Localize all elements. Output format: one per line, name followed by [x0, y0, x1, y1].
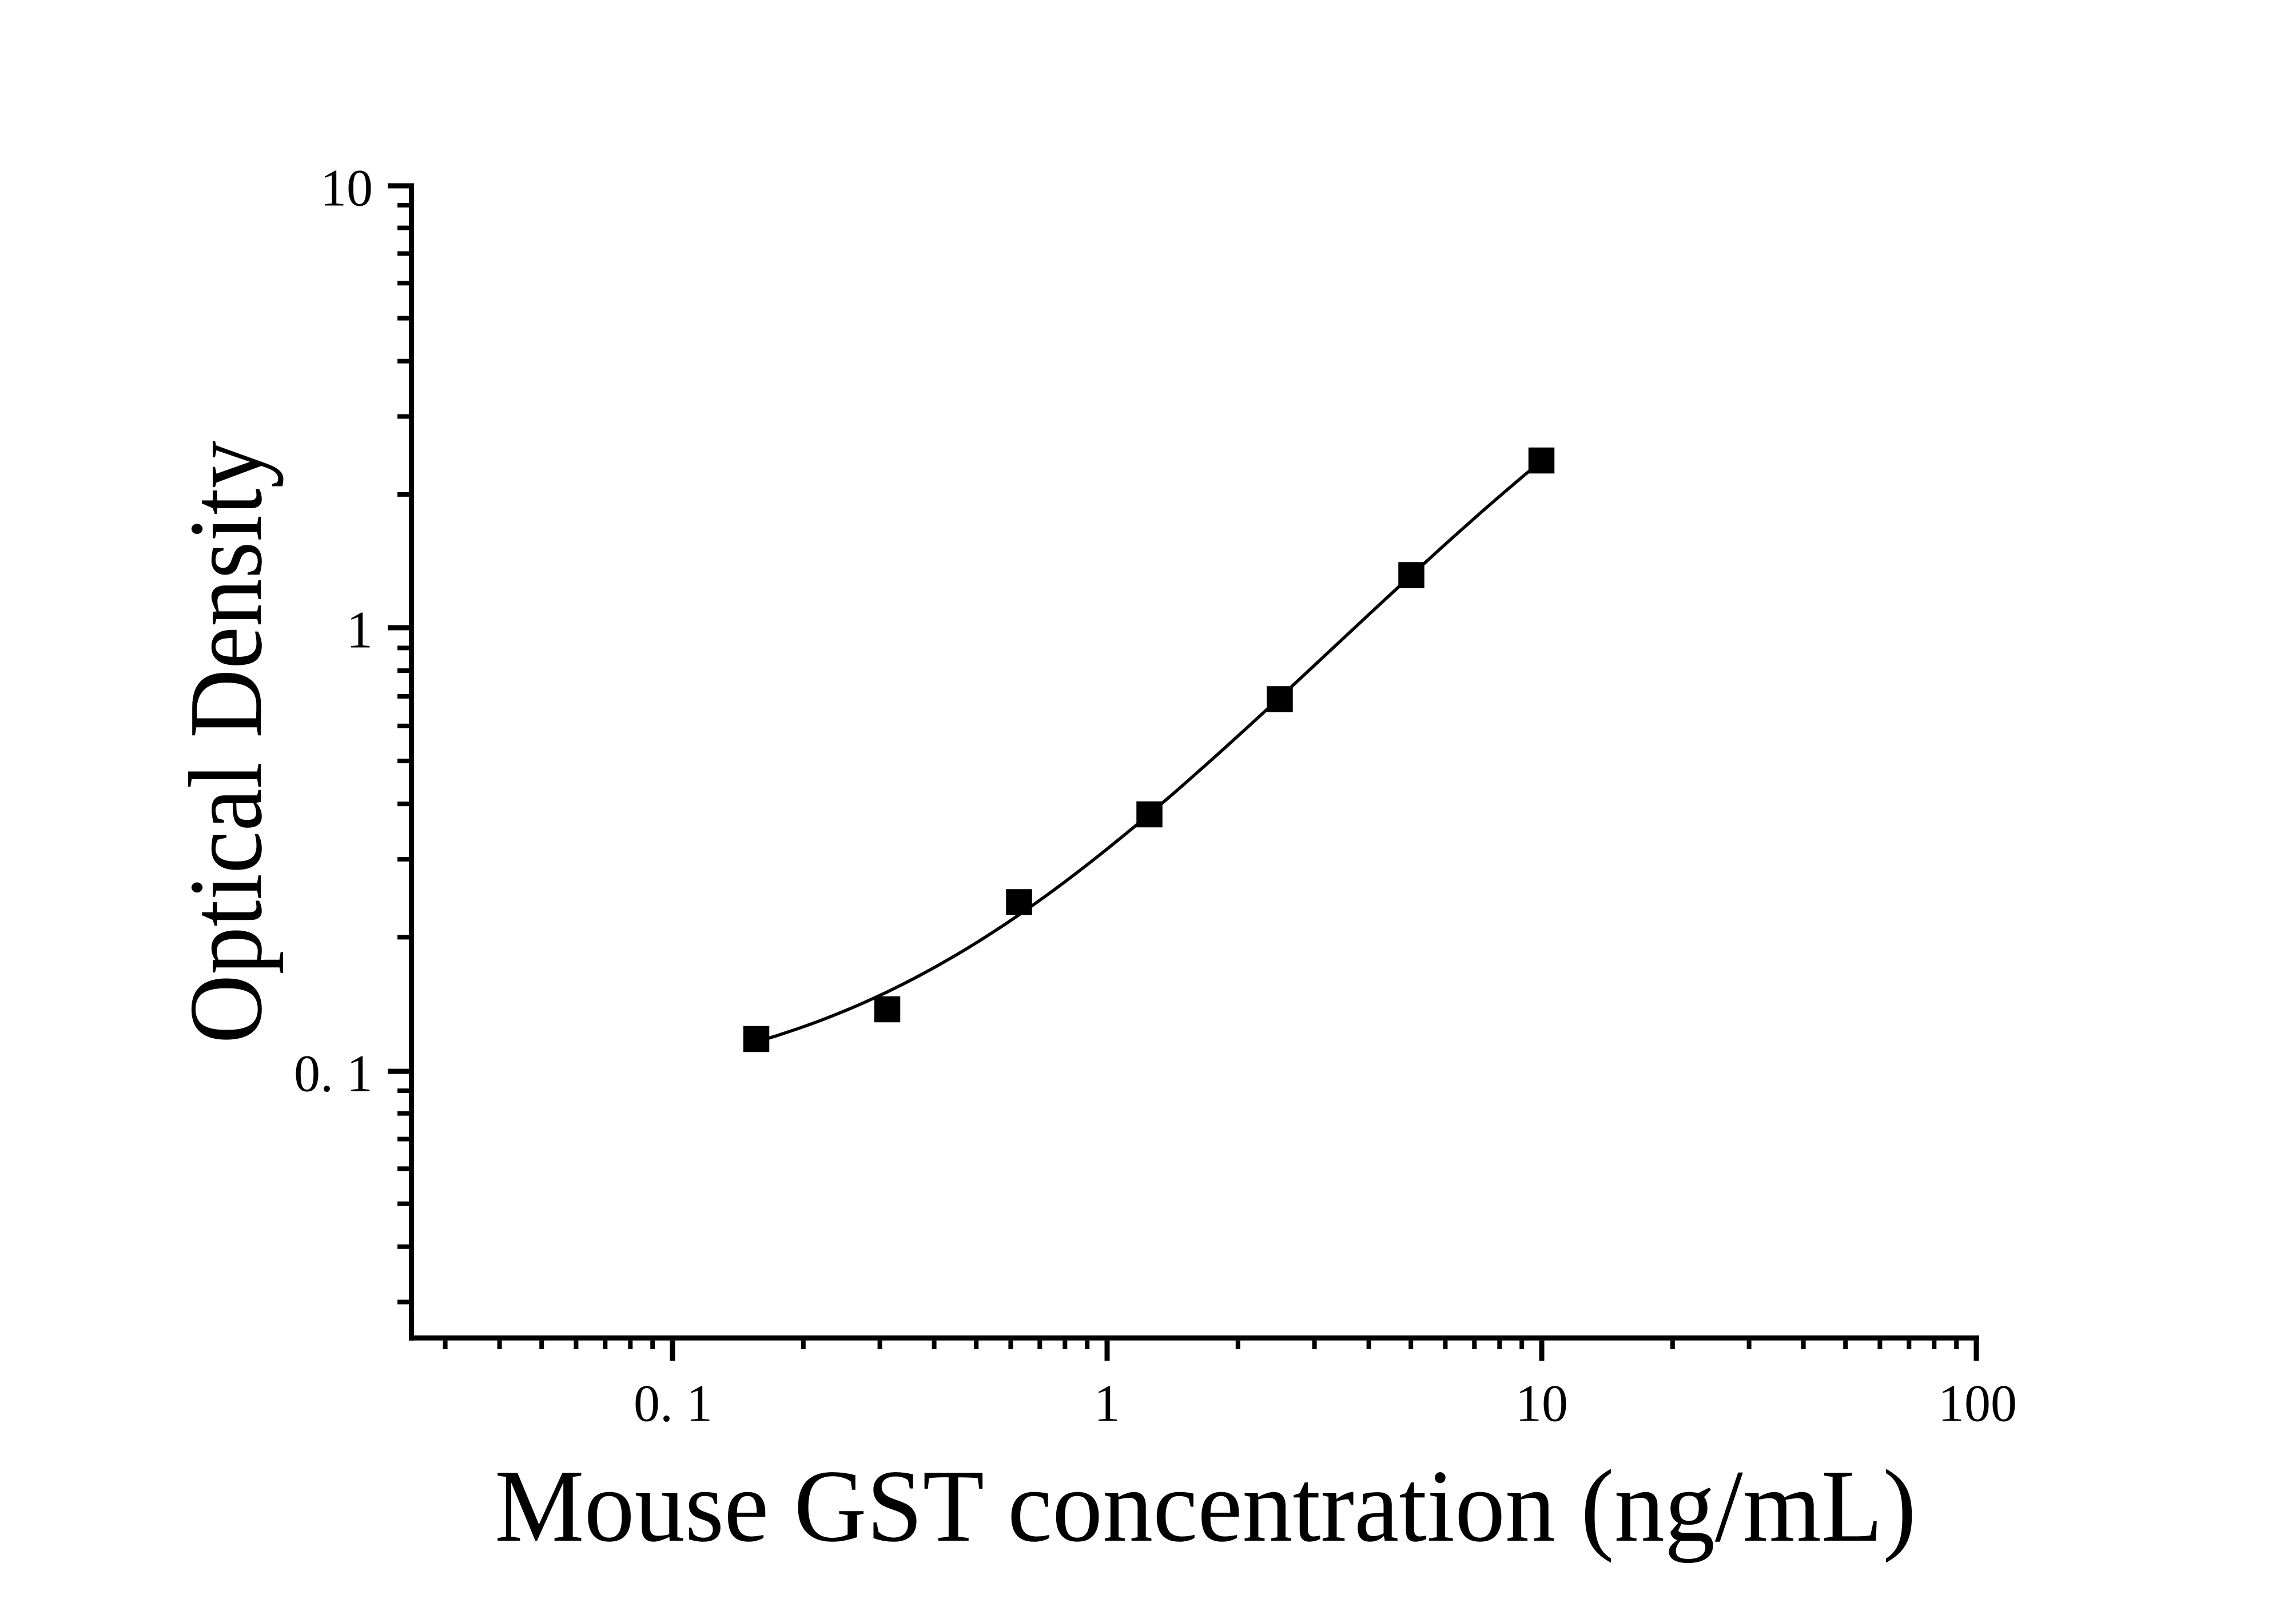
svg-text:Optical Density: Optical Density [168, 441, 284, 1044]
svg-text:10: 10 [1515, 1374, 1568, 1433]
svg-text:100: 100 [1938, 1374, 2017, 1433]
svg-text:Mouse GST concentration (ng/mL: Mouse GST concentration (ng/mL) [495, 1449, 1916, 1564]
svg-text:0. 1: 0. 1 [294, 1044, 373, 1103]
svg-text:1: 1 [1094, 1374, 1120, 1433]
svg-text:1: 1 [347, 601, 373, 659]
svg-text:0. 1: 0. 1 [634, 1374, 713, 1433]
svg-text:10: 10 [320, 159, 373, 217]
